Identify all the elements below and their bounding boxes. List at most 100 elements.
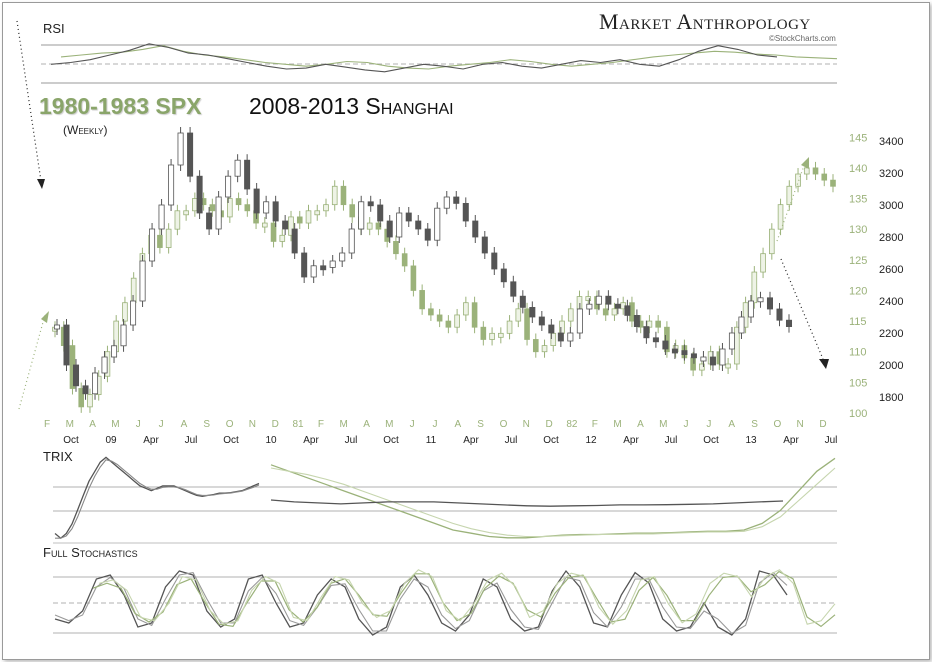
shanghai-candle bbox=[614, 303, 621, 309]
x-top-label: J bbox=[159, 419, 164, 430]
x-top-label: M bbox=[385, 419, 393, 430]
shanghai-candle bbox=[225, 175, 232, 198]
title-shanghai: 2008-2013 Shanghai bbox=[249, 93, 454, 119]
shanghai-candle bbox=[700, 356, 707, 362]
shanghai-candle bbox=[253, 188, 260, 214]
arrow-left-down bbox=[16, 20, 42, 182]
spx-candle bbox=[506, 320, 513, 334]
x-bottom-label: 10 bbox=[265, 435, 277, 446]
shanghai-candle bbox=[453, 196, 460, 204]
trix-shanghai-line-3 bbox=[270, 499, 784, 507]
shanghai-candle bbox=[662, 340, 669, 350]
spx-candle bbox=[690, 357, 696, 371]
y-right-tick-label: 2000 bbox=[879, 360, 903, 372]
y-left-tick-label: 145 bbox=[849, 132, 867, 144]
shanghai-candle bbox=[472, 220, 479, 238]
arrow-left-up-head bbox=[41, 311, 49, 323]
shanghai-candle bbox=[690, 353, 697, 359]
y-left-tick-label: 100 bbox=[849, 408, 867, 420]
spx-candle bbox=[489, 332, 495, 340]
spx-candle bbox=[812, 167, 819, 175]
shanghai-candle bbox=[709, 356, 716, 366]
shanghai-candle bbox=[130, 300, 137, 326]
x-top-label: A bbox=[637, 419, 644, 430]
spx-candle bbox=[261, 222, 268, 228]
x-bottom-label: Jul bbox=[665, 435, 678, 446]
spx-candle bbox=[769, 228, 775, 255]
y-right-tick-label: 3000 bbox=[879, 200, 903, 212]
spx-candle bbox=[436, 314, 443, 322]
shanghai-candle bbox=[149, 228, 156, 262]
shanghai-candle bbox=[291, 228, 298, 254]
shanghai-candle bbox=[747, 300, 754, 318]
x-top-label: J bbox=[684, 419, 689, 430]
x-bottom-label: Jul bbox=[825, 435, 838, 446]
x-bottom-label: 13 bbox=[745, 435, 757, 446]
x-bottom-label: Apr bbox=[623, 435, 639, 446]
shanghai-candle bbox=[633, 314, 640, 327]
x-top-label: O bbox=[226, 419, 234, 430]
y-right-tick-label: 1800 bbox=[879, 392, 903, 404]
x-top-label: F bbox=[318, 419, 324, 430]
x-top-label: D bbox=[546, 419, 553, 430]
y-left-tick-label: 110 bbox=[849, 347, 867, 359]
x-top-label: D bbox=[272, 419, 279, 430]
y-left-tick-label: 135 bbox=[849, 194, 867, 206]
shanghai-candle bbox=[785, 319, 793, 328]
shanghai-candle bbox=[234, 159, 241, 177]
spx-candle bbox=[419, 290, 425, 310]
spx-candle bbox=[795, 173, 801, 187]
x-top-label: J bbox=[706, 419, 711, 430]
spx-candle bbox=[567, 308, 574, 322]
spx-candle bbox=[454, 314, 460, 328]
shanghai-candle bbox=[158, 204, 165, 230]
shanghai-candle bbox=[757, 297, 764, 303]
shanghai-candle bbox=[481, 236, 488, 254]
shanghai-candle bbox=[567, 332, 574, 342]
spx-candle bbox=[393, 241, 399, 255]
x-top-label: O bbox=[773, 419, 781, 430]
spx-candle bbox=[428, 308, 434, 316]
shanghai-candle bbox=[196, 175, 203, 214]
y-right-tick-label: 2400 bbox=[879, 296, 903, 308]
y-left-tick-label: 115 bbox=[849, 316, 867, 328]
spx-candle bbox=[157, 234, 163, 248]
spx-candle bbox=[174, 210, 181, 230]
spx-candle bbox=[183, 210, 189, 216]
y-left-tick-label: 120 bbox=[849, 285, 867, 297]
spx-candle bbox=[305, 210, 312, 224]
shanghai-candle bbox=[82, 385, 89, 395]
stoch-spx-line-2 bbox=[98, 569, 836, 626]
spx-candle bbox=[611, 308, 618, 316]
y-left-tick-label: 105 bbox=[849, 377, 867, 389]
shanghai-candle bbox=[348, 228, 355, 254]
spx-candle bbox=[323, 204, 329, 212]
spx-candle bbox=[192, 198, 198, 212]
spx-candle bbox=[209, 204, 216, 212]
y-right-tick-label: 2600 bbox=[879, 264, 903, 276]
spx-candle bbox=[585, 296, 592, 301]
x-bottom-label: Oct bbox=[703, 435, 719, 446]
y-left-tick-label: 125 bbox=[849, 255, 867, 267]
x-top-label: F bbox=[592, 419, 598, 430]
rsi-spx-line bbox=[60, 45, 838, 70]
x-bottom-label: Apr bbox=[463, 435, 479, 446]
shanghai-candle bbox=[358, 201, 365, 230]
shanghai-candle bbox=[282, 220, 289, 230]
shanghai-candle bbox=[53, 324, 61, 330]
rsi-shanghai-line bbox=[50, 43, 778, 73]
shanghai-candle bbox=[424, 228, 431, 241]
shanghai-candle bbox=[168, 164, 175, 206]
x-bottom-label: Jul bbox=[345, 435, 358, 446]
shanghai-candle bbox=[728, 332, 735, 350]
spx-candle bbox=[445, 320, 452, 328]
shanghai-candle bbox=[776, 308, 783, 321]
trix-panel-title: TRIX bbox=[43, 449, 73, 464]
shanghai-candle bbox=[111, 345, 118, 358]
x-top-label: J bbox=[433, 419, 438, 430]
shanghai-candle bbox=[491, 252, 498, 270]
shanghai-candle bbox=[244, 159, 251, 190]
spx-candle bbox=[602, 308, 609, 316]
x-top-label: A bbox=[728, 419, 735, 430]
spx-candle bbox=[515, 308, 522, 322]
